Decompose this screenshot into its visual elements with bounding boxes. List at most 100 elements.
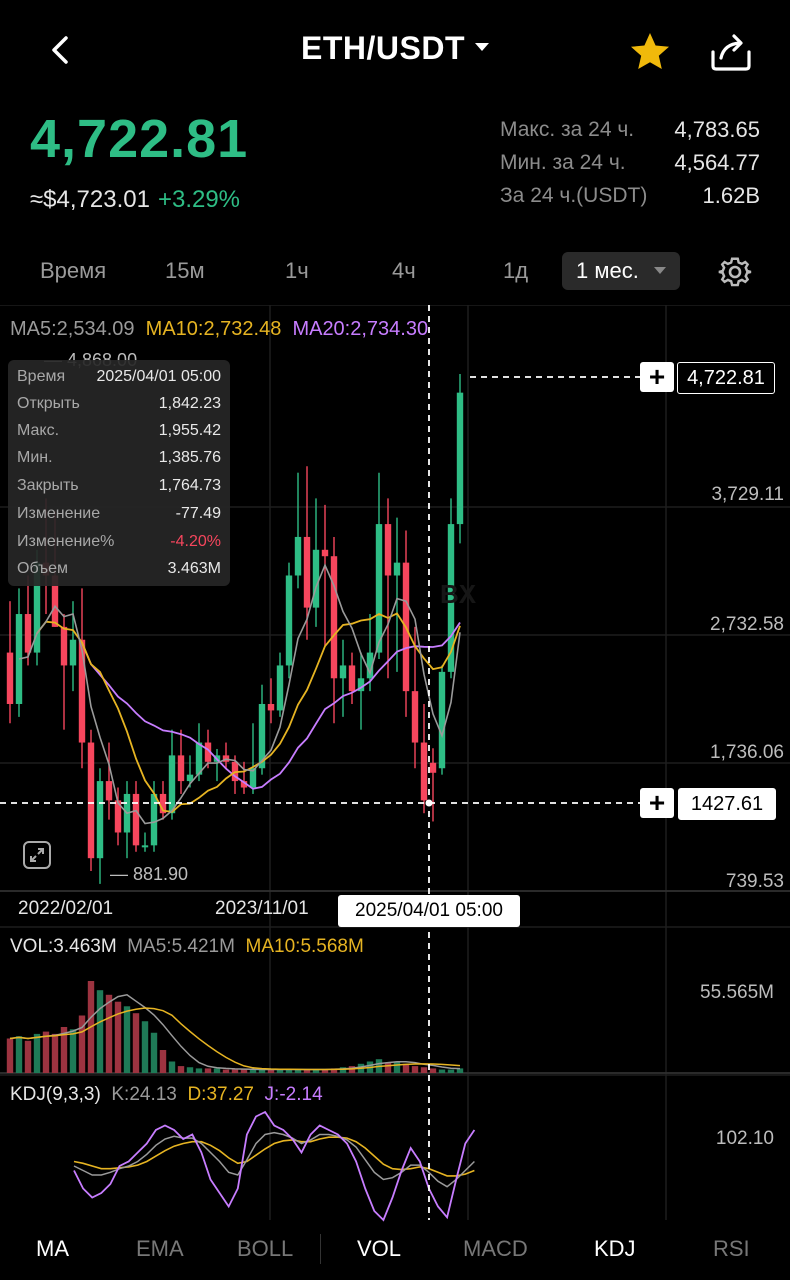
volume-bar — [186, 1067, 194, 1073]
pair-title: ETH/USDT — [301, 30, 465, 66]
volume-bar — [33, 1033, 41, 1073]
volume-bar — [249, 1069, 257, 1073]
volume-bar — [294, 1069, 302, 1073]
kdj-j: J:-2.14 — [264, 1084, 323, 1105]
candle-body — [294, 536, 302, 576]
volume-ma10-line — [9, 1007, 461, 1071]
expand-icon[interactable] — [22, 840, 52, 870]
candle-body — [33, 562, 41, 653]
price-axis-bottom: 739.53 — [725, 871, 784, 892]
add-alert-button[interactable]: + — [640, 788, 674, 818]
back-arrow-icon[interactable] — [44, 32, 80, 68]
tab-1-month[interactable]: 1 мес. — [562, 252, 680, 290]
ma20-legend: MA20:2,734.30 — [292, 318, 429, 340]
add-alert-button[interactable]: + — [640, 362, 674, 392]
candle-body — [420, 742, 428, 801]
indicator-boll[interactable]: BOLL — [237, 1236, 294, 1261]
candle-body — [384, 524, 392, 576]
indicator-kdj[interactable]: KDJ — [594, 1236, 636, 1261]
tab-1d[interactable]: 1д — [503, 258, 529, 283]
price-level-label: 1,736.06 — [710, 742, 784, 763]
volume-bar — [24, 1040, 32, 1073]
low-24h-label: Мин. за 24 ч. — [500, 151, 626, 174]
volume-bar — [159, 1050, 167, 1073]
chevron-down-icon — [475, 42, 489, 51]
low-price-label: — 881.90 — [110, 864, 189, 884]
volume-bar — [15, 1036, 23, 1073]
candle-body — [438, 671, 446, 769]
volume-bar — [402, 1063, 410, 1073]
candle-body — [276, 665, 284, 711]
indicator-rsi[interactable]: RSI — [713, 1236, 750, 1261]
usd-value: ≈$4,723.01 — [30, 186, 150, 213]
volume-bar — [96, 990, 104, 1073]
tooltip-key: Открыть — [17, 395, 80, 412]
kdj-k: K:24.13 — [111, 1084, 177, 1105]
volume-bar — [393, 1061, 401, 1073]
tab-1h[interactable]: 1ч — [285, 258, 309, 283]
current-price-tag: 4,722.81 — [677, 362, 775, 394]
volume-legend: VOL:3.463M MA5:5.421M MA10:5.568M — [10, 936, 364, 958]
volume-bar — [267, 1069, 275, 1073]
tooltip-row: Изменение% -4.20% — [17, 533, 221, 560]
favorite-star-icon[interactable] — [628, 30, 672, 74]
indicator-ma[interactable]: MA — [36, 1236, 69, 1261]
volume-bar — [114, 1001, 122, 1073]
tooltip-key: Макс. — [17, 422, 60, 439]
tab-4h[interactable]: 4ч — [392, 258, 416, 283]
candle-body — [240, 781, 248, 788]
tooltip-row: Объем 3.463M — [17, 560, 221, 587]
volume-bar — [258, 1069, 266, 1073]
candle-body — [204, 742, 212, 762]
tooltip-row: Макс. 1,955.42 — [17, 422, 221, 449]
candle-body — [303, 536, 311, 608]
vol-value: VOL:3.463M — [10, 936, 117, 957]
volume-bar — [411, 1066, 419, 1073]
pair-selector[interactable]: ETH/USDT — [0, 30, 790, 67]
volume-bar — [276, 1069, 284, 1073]
indicator-macd[interactable]: MACD — [463, 1236, 528, 1261]
candle-body — [411, 691, 419, 743]
indicator-vol[interactable]: VOL — [357, 1236, 402, 1261]
volume-bar — [51, 1033, 59, 1073]
price-level-label: 3,729.11 — [711, 484, 784, 505]
candle-body — [321, 549, 329, 557]
volume-bar — [222, 1069, 230, 1073]
tooltip-value: 1,764.73 — [158, 477, 221, 494]
tooltip-key: Мин. — [17, 449, 53, 466]
candle-body — [177, 755, 185, 782]
candle-body — [285, 575, 293, 666]
candle-body — [186, 774, 194, 782]
candle-body — [51, 575, 59, 627]
volume-bar — [231, 1069, 239, 1073]
candle-body — [357, 678, 365, 692]
volume-bar — [204, 1068, 212, 1073]
candle-body — [105, 781, 113, 801]
kdj-d-line — [73, 1136, 475, 1177]
watermark: BX — [440, 579, 477, 609]
volume-bar — [240, 1069, 248, 1073]
tab-time[interactable]: Время — [40, 258, 107, 283]
tab-15m[interactable]: 15м — [165, 258, 205, 283]
low-price-value: 881.90 — [133, 864, 189, 884]
candle-body — [195, 742, 203, 775]
candle-body — [447, 524, 455, 672]
volume-bar — [42, 1031, 50, 1073]
tooltip-value: -77.49 — [175, 505, 221, 522]
ma10-line — [36, 612, 461, 813]
candle-body — [150, 793, 158, 846]
kdj-axis-max: 102.10 — [715, 1128, 774, 1149]
share-icon[interactable] — [708, 30, 754, 72]
volume-bar — [384, 1062, 392, 1073]
volume-bar — [429, 1068, 437, 1073]
indicator-ema[interactable]: EMA — [136, 1236, 184, 1261]
tooltip-key: Изменение% — [17, 533, 115, 550]
change-percent: +3.29% — [157, 186, 241, 213]
tooltip-key: Время — [17, 368, 66, 385]
candle-body — [429, 762, 437, 773]
tooltip-value: 1,842.23 — [158, 395, 221, 412]
crosshair-dot — [425, 799, 433, 807]
gear-icon[interactable] — [718, 255, 752, 289]
vol-ma10: MA10:5.568M — [245, 936, 364, 957]
candle-body — [96, 781, 104, 859]
